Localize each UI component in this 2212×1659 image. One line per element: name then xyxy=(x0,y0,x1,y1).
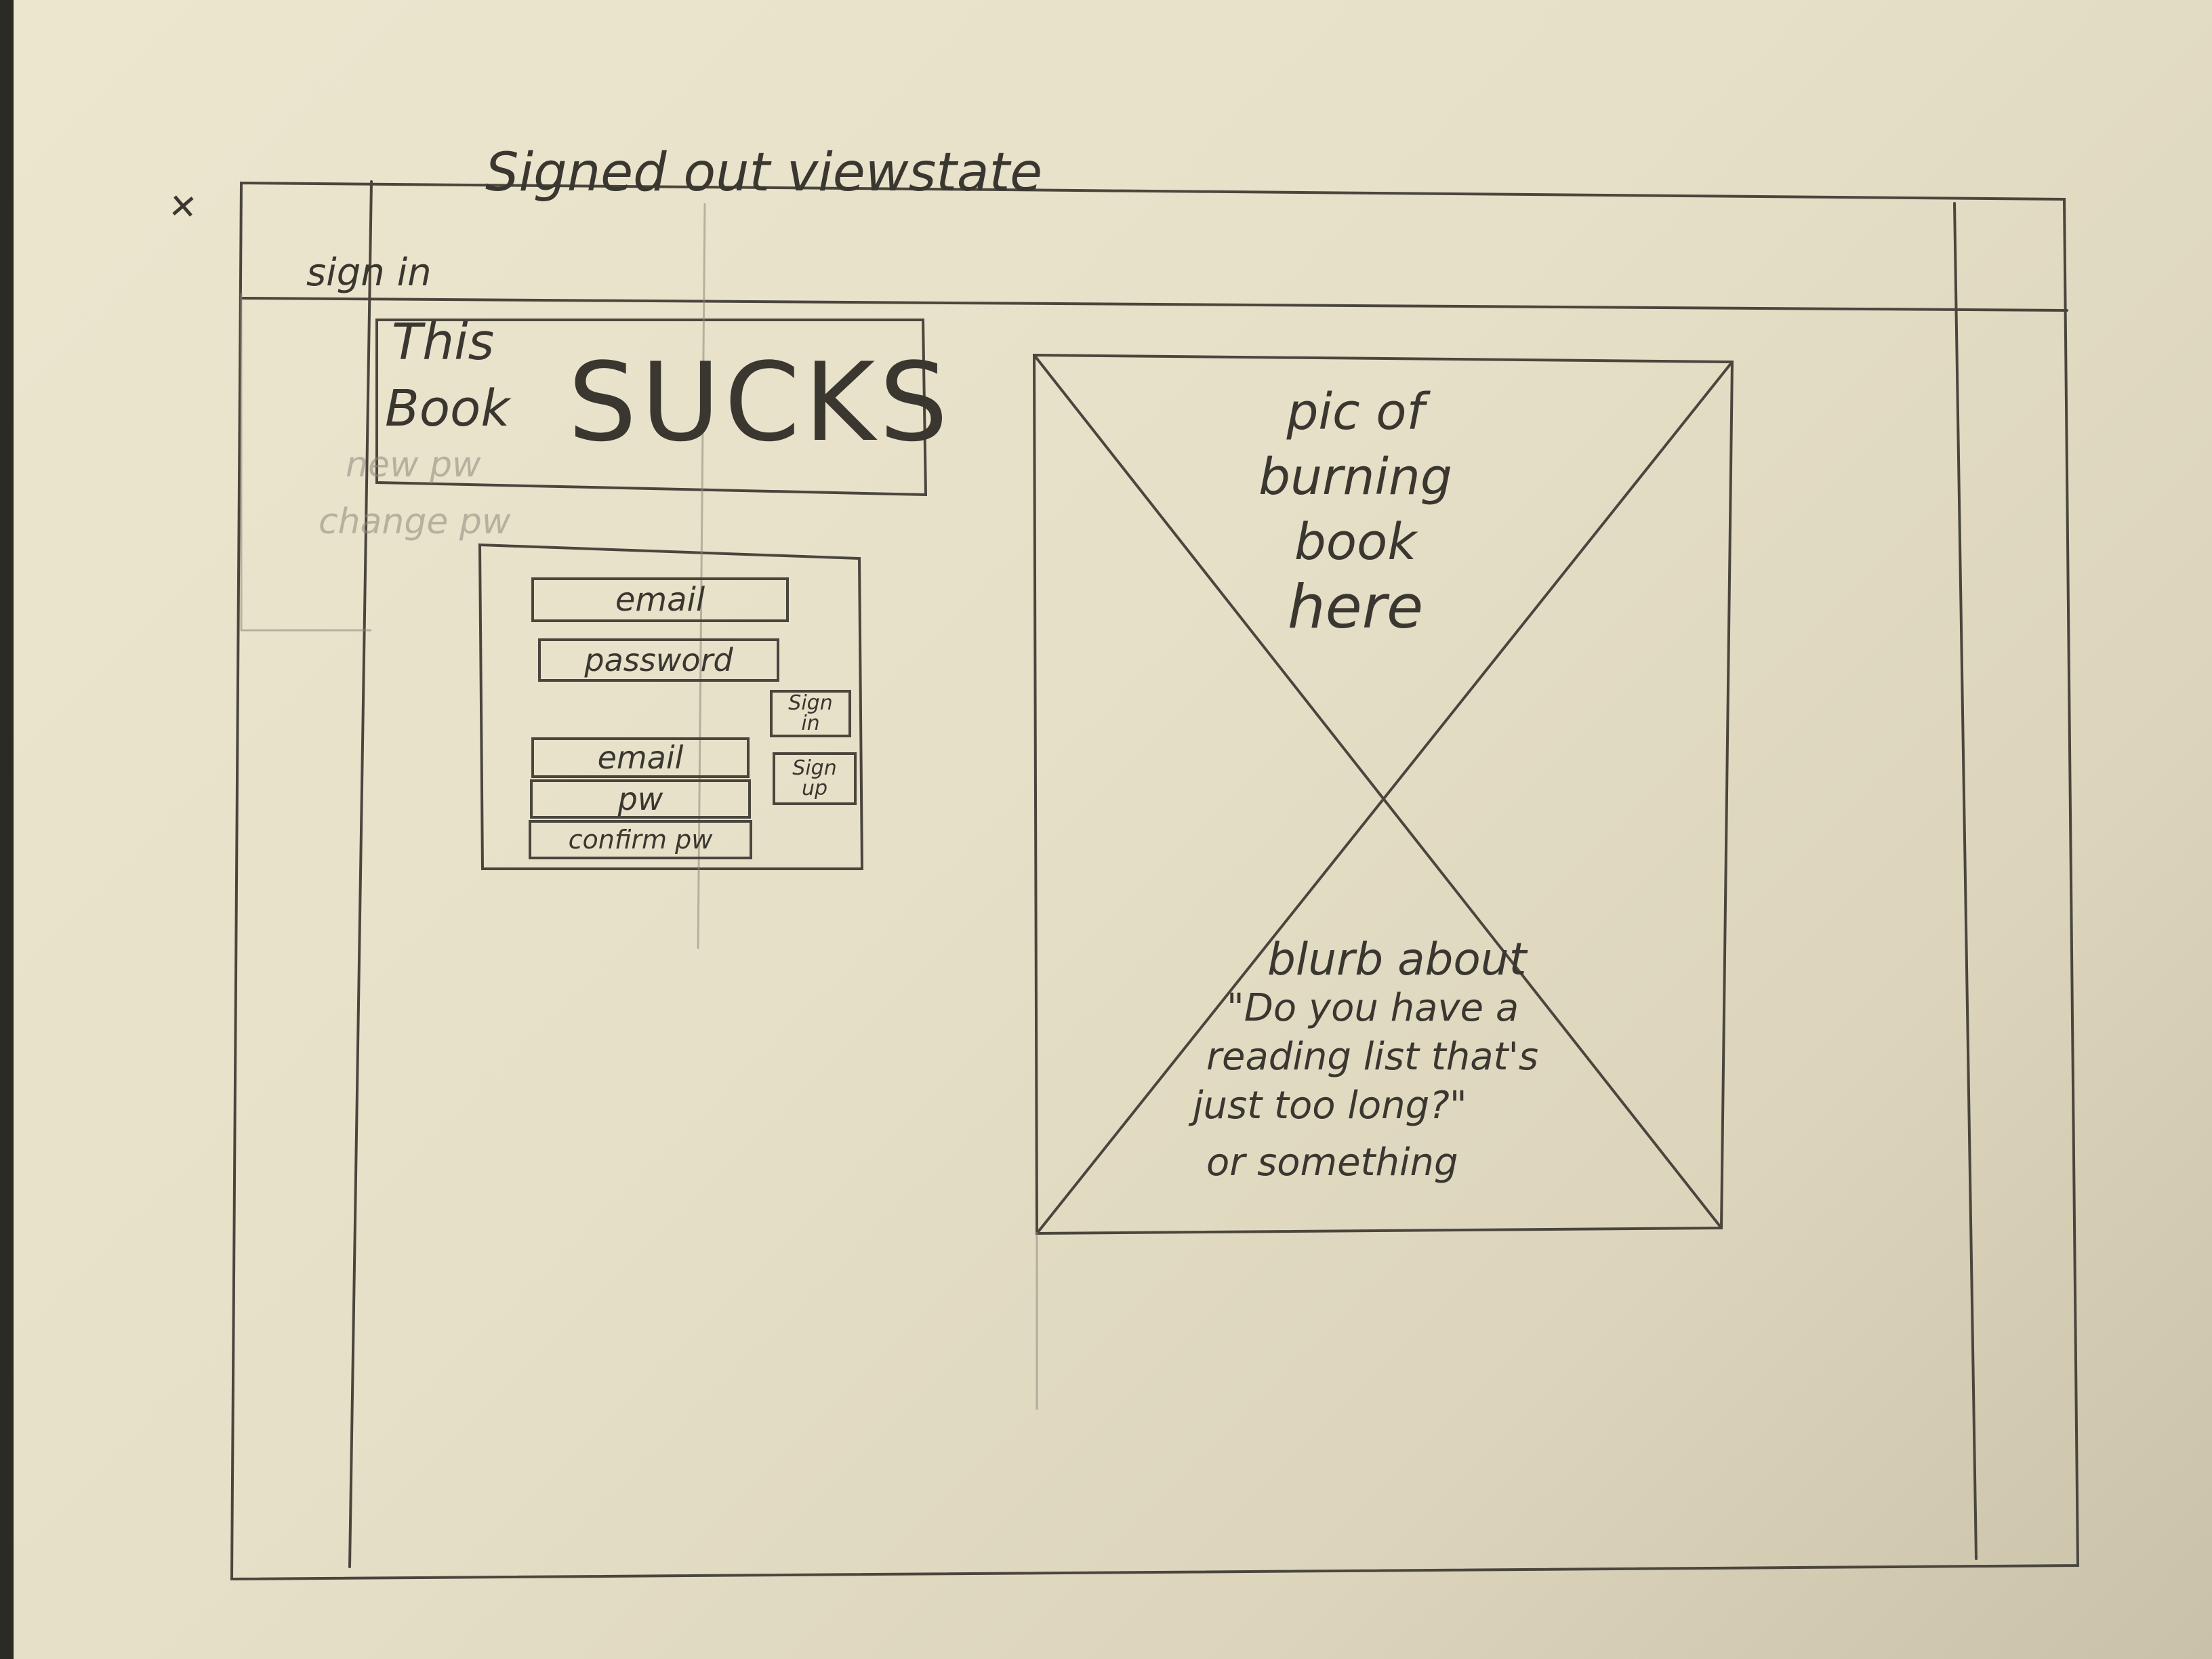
faint-side-panel xyxy=(240,293,371,632)
signup-pw-field[interactable] xyxy=(530,779,751,819)
blurb-text: blurb about "Do you have a reading list … xyxy=(1193,935,1572,1187)
page-frame xyxy=(230,181,2080,1581)
faint-change-pw: change pw xyxy=(319,501,511,542)
header-divider xyxy=(240,297,2068,312)
page-title: Signed out viewstate xyxy=(485,142,1043,203)
sign-in-button[interactable]: Sign in xyxy=(770,690,851,737)
sign-in-link[interactable]: sign in xyxy=(306,251,432,295)
blurb-line: "Do you have a xyxy=(1227,986,1519,1030)
image-cross-a xyxy=(1033,354,1723,1229)
caption-line: here xyxy=(1287,572,1424,642)
signin-email-field[interactable] xyxy=(531,577,789,622)
signin-password-field[interactable] xyxy=(538,638,779,682)
hero-big-word: SUCKS xyxy=(568,339,952,466)
blurb-line: or something xyxy=(1206,1141,1458,1185)
blurb-line: reading list that's xyxy=(1206,1035,1539,1079)
signup-email-field[interactable] xyxy=(531,737,750,778)
caption-line: burning xyxy=(1258,448,1452,506)
hero-line-this: This xyxy=(392,313,495,371)
left-margin-line xyxy=(348,180,373,1568)
blurb-line: just too long?" xyxy=(1193,1084,1467,1128)
hero-line-book: Book xyxy=(385,380,510,438)
image-cross-b xyxy=(1036,361,1734,1235)
signup-confirm-pw-field[interactable] xyxy=(529,820,752,859)
asterisk-mark xyxy=(172,195,194,217)
blurb-line: blurb about xyxy=(1267,933,1527,985)
hero-box-outline xyxy=(375,319,928,497)
sign-up-button[interactable]: Sign up xyxy=(773,752,857,805)
caption-line: book xyxy=(1294,513,1417,571)
image-caption: pic of burning book here xyxy=(1233,380,1477,640)
caption-line: pic of xyxy=(1286,383,1425,441)
faint-new-pw: new pw xyxy=(346,445,481,485)
form-panel-outline xyxy=(478,543,864,870)
right-margin-line xyxy=(1953,202,1978,1560)
paper-sheet xyxy=(14,0,2212,1659)
